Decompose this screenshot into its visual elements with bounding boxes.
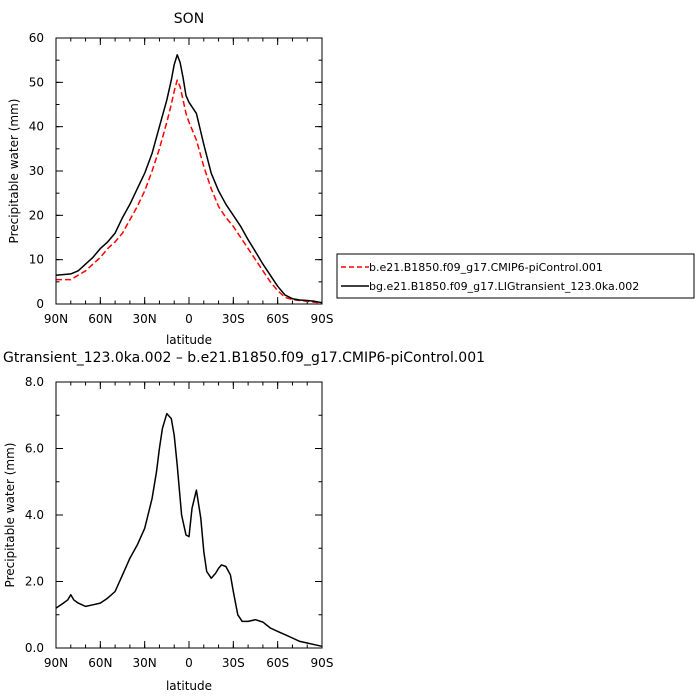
legend-label-lig: bg.e21.B1850.f09_g17.LIGtransient_123.0k… bbox=[369, 280, 639, 293]
top-x-tick-label: 60S bbox=[266, 312, 289, 326]
bottom-y-tick-label: 4.0 bbox=[25, 508, 44, 522]
top-x-tick-label: 30S bbox=[222, 312, 245, 326]
bottom-chart-y-axis-label: Precipitable water (mm) bbox=[3, 443, 17, 588]
bottom-y-tick-label: 6.0 bbox=[25, 442, 44, 456]
bottom-x-tick-label: 0 bbox=[185, 656, 193, 670]
top-y-tick-label: 30 bbox=[29, 164, 44, 178]
top-chart-y-axis-label: Precipitable water (mm) bbox=[7, 99, 21, 244]
bottom-chart: Gtransient_123.0ka.002 – b.e21.B1850.f09… bbox=[3, 350, 485, 693]
top-series-line-1 bbox=[55, 54, 323, 304]
bottom-y-tick-label: 8.0 bbox=[25, 375, 44, 389]
bottom-y-tick-label: 0.0 bbox=[25, 641, 44, 655]
top-chart-title: SON bbox=[174, 11, 204, 27]
top-x-tick-label: 30N bbox=[133, 312, 157, 326]
top-x-tick-label: 90S bbox=[311, 312, 334, 326]
top-x-tick-label: 60N bbox=[88, 312, 112, 326]
bottom-chart-x-axis-label: latitude bbox=[166, 679, 212, 693]
top-y-tick-label: 20 bbox=[29, 208, 44, 222]
top-y-tick-label: 0 bbox=[36, 297, 44, 311]
bottom-x-tick-label: 30N bbox=[133, 656, 157, 670]
bottom-x-tick-label: 60N bbox=[88, 656, 112, 670]
top-chart: SON Precipitable water (mm) latitude 90N… bbox=[7, 11, 333, 347]
top-y-tick-label: 10 bbox=[29, 253, 44, 267]
bottom-series-line-0 bbox=[55, 412, 323, 648]
top-y-tick-label: 50 bbox=[29, 75, 44, 89]
top-y-tick-label: 60 bbox=[29, 31, 44, 45]
top-x-tick-label: 0 bbox=[185, 312, 193, 326]
bottom-x-tick-label: 60S bbox=[266, 656, 289, 670]
bottom-chart-frame bbox=[55, 381, 323, 649]
top-x-tick-label: 90N bbox=[44, 312, 68, 326]
legend-label-control: b.e21.B1850.f09_g17.CMIP6-piControl.001 bbox=[369, 261, 603, 274]
top-series-line-0 bbox=[56, 79, 323, 304]
bottom-x-tick-label: 30S bbox=[222, 656, 245, 670]
bottom-x-tick-label: 90N bbox=[44, 656, 68, 670]
legend-box bbox=[336, 253, 695, 299]
bottom-y-tick-label: 2.0 bbox=[25, 575, 44, 589]
legend: b.e21.B1850.f09_g17.CMIP6-piControl.001 … bbox=[336, 253, 695, 299]
bottom-x-tick-label: 90S bbox=[311, 656, 334, 670]
top-y-tick-label: 40 bbox=[29, 120, 44, 134]
top-chart-x-axis-label: latitude bbox=[166, 333, 212, 347]
top-chart-frame bbox=[55, 37, 323, 305]
bottom-chart-title: Gtransient_123.0ka.002 – b.e21.B1850.f09… bbox=[3, 350, 485, 366]
